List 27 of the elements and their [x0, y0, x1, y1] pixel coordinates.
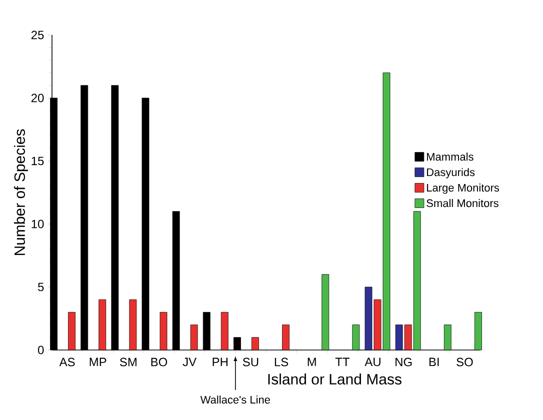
y-tick-label: 5 [38, 282, 44, 292]
y-tick-label: 15 [32, 156, 44, 166]
x-tick-label: AU [364, 358, 380, 366]
legend-label: Small Monitors [426, 199, 498, 208]
text: Wallace's Line [200, 396, 270, 404]
x-tick-label: PH [212, 358, 228, 366]
x-tick-label: MP [90, 358, 106, 366]
y-tick-label: 10 [32, 220, 44, 228]
x-tick-label: BI [429, 358, 439, 366]
y-tick-label: 25 [31, 30, 44, 40]
legend-label: Mammals [427, 152, 474, 161]
x-axis-title: Island or Land Mass [268, 374, 402, 385]
x-tick-label: M [308, 358, 316, 366]
legend-label: Dasyurids [427, 168, 475, 178]
x-tick-label: SM [120, 358, 136, 366]
x-tick-label: BO [151, 358, 168, 366]
y-axis-title: Number of Species [14, 129, 28, 256]
x-tick-label: NG [396, 358, 412, 366]
y-tick-label: 0 [38, 346, 44, 354]
x-tick-label: LS [274, 358, 288, 366]
x-tick-label: SO [456, 358, 473, 366]
x-tick-label: AS [59, 358, 75, 366]
x-tick-label: JV [182, 358, 197, 366]
legend-label: Large Monitors [427, 184, 500, 194]
y-tick-label: 20 [31, 94, 44, 102]
x-tick-label: TT [335, 358, 350, 366]
x-tick-label: SU [242, 358, 258, 366]
